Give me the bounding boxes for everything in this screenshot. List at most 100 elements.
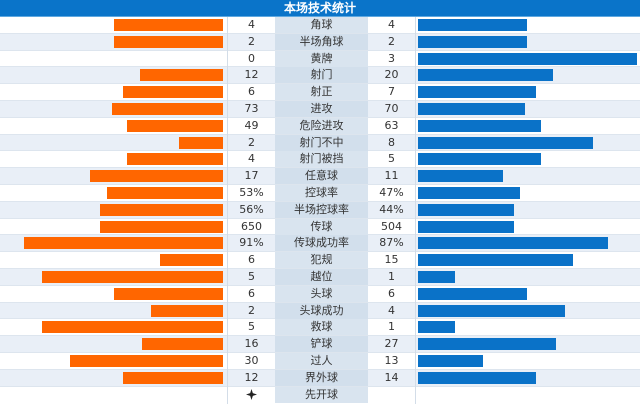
away-bar — [418, 254, 573, 267]
column-divider — [415, 184, 416, 202]
stat-label: 半场控球率 — [275, 201, 368, 218]
home-value: 12 — [244, 370, 259, 384]
column-divider — [227, 17, 228, 34]
stat-label: 传球 — [275, 218, 368, 235]
column-divider — [415, 67, 416, 85]
home-value: 5 — [248, 320, 255, 334]
away-value: 27 — [384, 337, 399, 351]
stats-title: 本场技术统计 — [283, 1, 356, 15]
column-divider — [227, 235, 228, 253]
away-bar — [418, 203, 514, 216]
stat-label: 传球成功率 — [275, 235, 368, 252]
away-value: 63 — [384, 118, 399, 132]
stat-row: 0 黄牌 3 — [0, 50, 640, 68]
home-value: 73 — [244, 101, 259, 115]
stat-row: 5 越位 1 — [0, 268, 640, 286]
home-value: 2 — [248, 135, 255, 149]
stat-row: 73 进攻 70 — [0, 100, 640, 118]
kickoff-row: 先开球 — [0, 386, 640, 404]
away-bar — [418, 35, 527, 48]
column-divider — [227, 117, 228, 135]
home-bar — [179, 136, 223, 149]
column-divider — [227, 184, 228, 202]
away-value: 87% — [379, 236, 404, 250]
stat-label: 射正 — [275, 84, 368, 101]
kickoff-label: 先开球 — [275, 386, 368, 403]
home-bar — [140, 69, 223, 82]
away-value: 504 — [381, 219, 402, 233]
away-bar — [418, 304, 565, 317]
column-divider — [227, 50, 228, 68]
stat-row: 91% 传球成功率 87% — [0, 235, 640, 253]
stat-label: 界外球 — [275, 369, 368, 386]
stat-row: 16 铲球 27 — [0, 336, 640, 353]
stat-row: 2 半场角球 2 — [0, 33, 640, 51]
home-value: 17 — [244, 169, 259, 183]
column-divider — [415, 302, 416, 320]
home-value: 16 — [244, 337, 259, 351]
away-value: 5 — [388, 152, 395, 166]
column-divider — [227, 33, 228, 51]
column-divider — [415, 201, 416, 219]
away-value: 13 — [384, 353, 399, 367]
stat-row: 2 射门不中 8 — [0, 134, 640, 152]
away-kickoff-value — [368, 387, 415, 403]
stat-row: 6 头球 6 — [0, 285, 640, 303]
home-value: 6 — [248, 85, 255, 99]
stat-row: 4 角球 4 — [0, 17, 640, 34]
column-divider — [227, 201, 228, 219]
home-bar — [107, 186, 223, 199]
home-bar — [127, 119, 223, 132]
home-bar — [90, 170, 223, 183]
away-bar — [418, 170, 503, 183]
stats-table: 4 角球 4 2 半场角球 2 0 黄牌 3 12 射门 20 6 射正 7 73 进攻 70 49 危险进攻 63 2 射… — [0, 17, 640, 404]
away-bar — [418, 338, 556, 351]
home-value: 4 — [248, 152, 255, 166]
home-value: 2 — [248, 34, 255, 48]
away-value: 2 — [388, 34, 395, 48]
column-divider — [227, 302, 228, 320]
stat-row: 17 任意球 11 — [0, 168, 640, 185]
stat-row: 53% 控球率 47% — [0, 184, 640, 202]
stat-label: 越位 — [275, 268, 368, 285]
away-bar — [418, 220, 514, 233]
away-value: 44% — [379, 202, 404, 216]
column-divider — [415, 268, 416, 286]
home-value: 49 — [244, 118, 259, 132]
away-value: 1 — [388, 320, 395, 334]
away-value: 20 — [384, 68, 399, 82]
away-bar — [418, 321, 455, 334]
column-divider — [227, 369, 228, 387]
stat-label: 危险进攻 — [275, 117, 368, 134]
stat-label: 进攻 — [275, 100, 368, 117]
home-bar — [100, 220, 223, 233]
home-bar — [24, 237, 223, 250]
home-value: 6 — [248, 286, 255, 300]
column-divider — [227, 352, 228, 370]
column-divider — [415, 235, 416, 253]
column-divider — [415, 352, 416, 370]
home-value: 91% — [239, 236, 264, 250]
away-bar — [418, 287, 527, 300]
away-bar — [418, 186, 520, 199]
column-divider — [415, 50, 416, 68]
stat-row: 650 传球 504 — [0, 218, 640, 236]
away-bar — [418, 52, 637, 65]
home-bar — [123, 371, 223, 384]
column-divider — [415, 319, 416, 337]
stat-row: 56% 半场控球率 44% — [0, 201, 640, 219]
away-value: 14 — [384, 370, 399, 384]
stat-label: 射门被挡 — [275, 151, 368, 168]
stat-row: 49 危险进攻 63 — [0, 117, 640, 135]
stat-row: 5 救球 1 — [0, 319, 640, 337]
home-value: 56% — [239, 202, 264, 216]
away-value: 7 — [388, 85, 395, 99]
home-bar — [142, 338, 223, 351]
stat-label: 半场角球 — [275, 33, 368, 50]
column-divider — [227, 386, 228, 404]
away-bar — [418, 119, 541, 132]
home-bar — [112, 102, 223, 115]
home-value: 12 — [244, 68, 259, 82]
away-bar — [418, 237, 608, 250]
stat-label: 头球成功 — [275, 302, 368, 319]
